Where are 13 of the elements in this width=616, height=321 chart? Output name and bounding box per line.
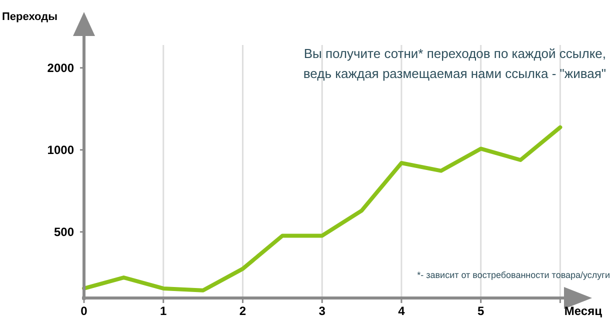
x-tick-label: 0 — [80, 304, 88, 318]
annotation: Вы получите сотни* переходов по каждой ссылке, ведь каждая размещаемая нами ссылка - "живая" — [303, 46, 606, 81]
y-tick-label: 1000 — [47, 143, 74, 158]
x-tick-label: 5 — [477, 304, 484, 318]
x-tick-label: 4 — [398, 304, 406, 318]
y-tick-label: 500 — [54, 225, 74, 240]
x-tick-label: 1 — [160, 304, 168, 318]
x-tick-label: 3 — [318, 304, 326, 318]
x-tick-label: 2 — [239, 304, 246, 318]
y-axis-title: Переходы — [2, 11, 58, 23]
annotation: *- зависит от востребованности товара/услуги — [417, 270, 610, 280]
y-tick-label: 2000 — [47, 61, 74, 76]
x-axis-title: Месяц — [564, 304, 603, 318]
